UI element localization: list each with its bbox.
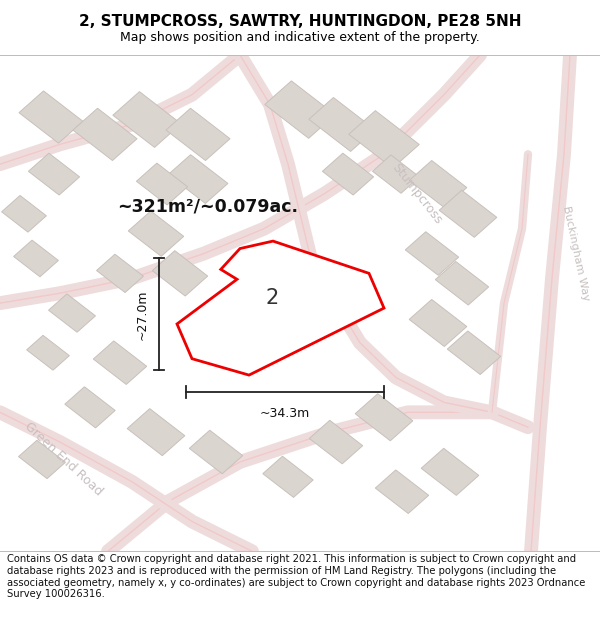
Polygon shape xyxy=(136,163,188,205)
Text: ~321m²/~0.079ac.: ~321m²/~0.079ac. xyxy=(117,198,298,216)
Polygon shape xyxy=(448,331,500,374)
Polygon shape xyxy=(19,440,65,479)
Polygon shape xyxy=(14,240,58,277)
Text: 2, STUMPCROSS, SAWTRY, HUNTINGDON, PE28 5NH: 2, STUMPCROSS, SAWTRY, HUNTINGDON, PE28 … xyxy=(79,14,521,29)
Polygon shape xyxy=(94,341,146,384)
Polygon shape xyxy=(265,81,335,138)
Polygon shape xyxy=(26,336,70,370)
Polygon shape xyxy=(65,387,115,428)
Polygon shape xyxy=(28,153,80,195)
Polygon shape xyxy=(166,108,230,161)
Text: Green End Road: Green End Road xyxy=(22,420,104,499)
Text: ~27.0m: ~27.0m xyxy=(136,289,149,339)
Polygon shape xyxy=(177,241,384,375)
Polygon shape xyxy=(263,456,313,498)
Polygon shape xyxy=(309,98,375,151)
Polygon shape xyxy=(190,430,242,474)
Polygon shape xyxy=(128,211,184,256)
Text: Buckingham Way: Buckingham Way xyxy=(561,205,591,302)
Polygon shape xyxy=(2,196,46,232)
Polygon shape xyxy=(409,161,467,208)
Polygon shape xyxy=(113,92,181,148)
Polygon shape xyxy=(97,254,143,292)
Text: Stumpcross: Stumpcross xyxy=(389,161,445,227)
Polygon shape xyxy=(409,299,467,346)
Polygon shape xyxy=(168,155,228,203)
Polygon shape xyxy=(19,91,83,143)
Polygon shape xyxy=(373,155,419,193)
Text: ~34.3m: ~34.3m xyxy=(260,407,310,420)
Text: Contains OS data © Crown copyright and database right 2021. This information is : Contains OS data © Crown copyright and d… xyxy=(7,554,586,599)
Text: Map shows position and indicative extent of the property.: Map shows position and indicative extent… xyxy=(120,31,480,44)
Polygon shape xyxy=(421,448,479,496)
Polygon shape xyxy=(406,232,458,275)
Polygon shape xyxy=(152,251,208,296)
Polygon shape xyxy=(73,108,137,161)
Polygon shape xyxy=(349,111,419,168)
Polygon shape xyxy=(322,153,374,195)
Polygon shape xyxy=(436,261,488,305)
Polygon shape xyxy=(376,470,428,514)
Text: 2: 2 xyxy=(266,288,279,308)
Polygon shape xyxy=(49,294,95,333)
Polygon shape xyxy=(127,409,185,456)
Polygon shape xyxy=(310,420,362,464)
Polygon shape xyxy=(355,394,413,441)
Polygon shape xyxy=(439,190,497,238)
